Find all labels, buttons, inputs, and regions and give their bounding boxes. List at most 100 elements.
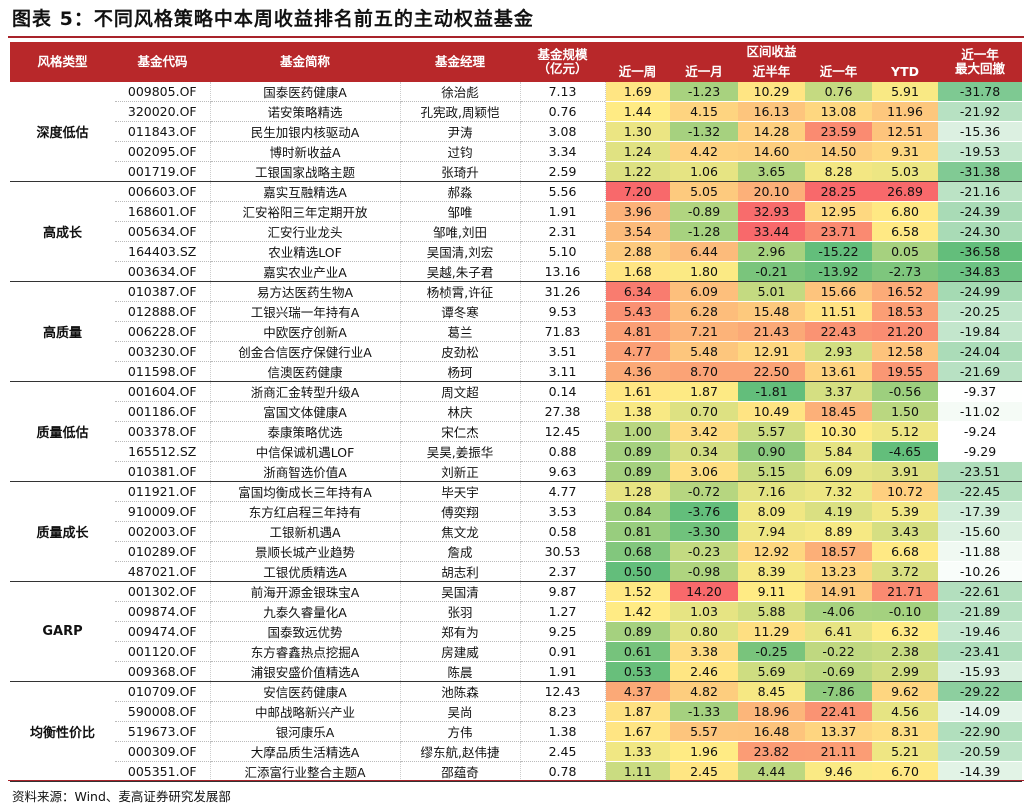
value-cell: 2.99 [872, 661, 939, 682]
value-cell: -9.24 [938, 421, 1023, 442]
text-cell: 2.37 [520, 561, 606, 582]
value-cell: 6.32 [872, 621, 939, 642]
text-cell: 过钧 [400, 141, 521, 162]
header-cell: 基金经理 [400, 42, 520, 82]
text-cell: 590008.OF [115, 701, 211, 722]
value-cell: 8.31 [872, 721, 939, 742]
header-cell: 基金代码 [115, 42, 210, 82]
value-cell: 23.82 [738, 741, 805, 762]
value-cell: -21.89 [938, 601, 1023, 622]
value-cell: 20.10 [738, 181, 805, 202]
text-cell: 011843.OF [115, 121, 211, 142]
value-cell: 3.96 [605, 201, 670, 222]
fund-row: 011843.OF 民生加银内核驱动A 尹涛 3.08 1.30 -1.32 14.28 23… [10, 121, 1023, 142]
value-cell: -4.06 [805, 601, 872, 622]
value-cell: 4.42 [670, 141, 738, 162]
text-cell: 谭冬寒 [400, 301, 521, 322]
value-cell: 4.19 [805, 501, 872, 522]
fund-table: 风格类型 基金代码 基金简称 基金经理 基金规模 （亿元） 区间收益 近一年 最大回… [10, 42, 1023, 782]
text-cell: 3.08 [520, 121, 606, 142]
style-group: GARP [10, 581, 115, 682]
fund-row: 002095.OF 博时新收益A 过钧 3.34 1.24 4.42 14.60 14.50 9… [10, 141, 1023, 162]
table-header: 风格类型 基金代码 基金简称 基金经理 基金规模 （亿元） 区间收益 近一年 最大回… [10, 42, 1023, 82]
text-cell: 焦文龙 [400, 521, 521, 542]
value-cell: 33.44 [738, 221, 805, 242]
style-group: 质量低估 [10, 381, 115, 482]
value-cell: 22.50 [738, 361, 805, 382]
text-cell: 9.53 [520, 301, 606, 322]
text-cell: 浦银安盛价值精选A [210, 661, 401, 682]
header-cell: 近一年 [805, 62, 872, 82]
text-cell: 12.45 [520, 421, 606, 442]
text-cell: 皮劲松 [400, 341, 521, 362]
text-cell: 中信保诚机遇LOF [210, 441, 401, 462]
value-cell: 5.21 [872, 741, 939, 762]
text-cell: 001186.OF [115, 401, 211, 422]
value-cell: 9.62 [872, 681, 939, 702]
source-note: 资料来源：Wind、麦高证券研究发展部 [12, 789, 231, 804]
value-cell: 3.43 [872, 521, 939, 542]
fund-row: 质量低估 001604.OF 浙商汇金转型升级A 周文超 0.14 1.61 1.87 -1.… [10, 381, 1023, 482]
value-cell: 13.08 [805, 101, 872, 122]
value-cell: -23.41 [938, 641, 1023, 662]
value-cell: 16.52 [872, 281, 939, 302]
fund-row: 010289.OF 景顺长城产业趋势 詹成 30.53 0.68 -0.23 12.92 18… [10, 541, 1023, 562]
fund-row: GARP 001302.OF 前海开源金银珠宝A 吴国清 9.87 1.52 14.20 9.… [10, 581, 1023, 682]
text-cell: 0.91 [520, 641, 606, 662]
value-cell: -0.56 [872, 381, 939, 402]
text-cell: 前海开源金银珠宝A [210, 581, 401, 602]
value-cell: 12.58 [872, 341, 939, 362]
text-cell: 010387.OF [115, 281, 211, 302]
text-cell: 东方睿鑫热点挖掘A [210, 641, 401, 662]
value-cell: -2.73 [872, 261, 939, 282]
text-cell: 3.51 [520, 341, 606, 362]
value-cell: 6.09 [805, 461, 872, 482]
value-cell: 6.09 [670, 281, 738, 302]
text-cell: 富国文体健康A [210, 401, 401, 422]
text-cell: 3.53 [520, 501, 606, 522]
fund-row: 003378.OF 泰康策略优选 宋仁杰 12.45 1.00 3.42 5.57 10.30… [10, 421, 1023, 442]
text-cell: 009805.OF [115, 82, 211, 102]
value-cell: 7.20 [605, 181, 670, 202]
text-cell: 国泰致远优势 [210, 621, 401, 642]
text-cell: 519673.OF [115, 721, 211, 742]
value-cell: 15.66 [805, 281, 872, 302]
value-cell: 8.89 [805, 521, 872, 542]
value-cell: 8.39 [738, 561, 805, 582]
value-cell: 3.38 [670, 641, 738, 662]
text-cell: 010381.OF [115, 461, 211, 482]
text-cell: 5.56 [520, 181, 606, 202]
value-cell: 14.60 [738, 141, 805, 162]
value-cell: 5.43 [605, 301, 670, 322]
text-cell: 嘉实农业产业A [210, 261, 401, 282]
value-cell: 8.28 [805, 161, 872, 182]
value-cell: 0.89 [605, 461, 670, 482]
value-cell: -19.84 [938, 321, 1023, 342]
value-cell: 4.82 [670, 681, 738, 702]
header-cell: 风格类型 [10, 42, 115, 82]
value-cell: 1.11 [605, 761, 670, 782]
text-cell: 民生加银内核驱动A [210, 121, 401, 142]
text-cell: 8.23 [520, 701, 606, 722]
value-cell: -0.21 [738, 261, 805, 282]
value-cell: 5.05 [670, 181, 738, 202]
value-cell: -15.93 [938, 661, 1023, 682]
value-cell: 7.94 [738, 521, 805, 542]
value-cell: 13.23 [805, 561, 872, 582]
text-cell: 009368.OF [115, 661, 211, 682]
value-cell: -17.39 [938, 501, 1023, 522]
value-cell: 23.59 [805, 121, 872, 142]
value-cell: -0.89 [670, 201, 738, 222]
text-cell: 陈晨 [400, 661, 521, 682]
text-cell: 张羽 [400, 601, 521, 622]
fund-row: 320020.OF 诺安策略精选 孔宪政,周颖恺 0.76 1.44 4.15 16.13 1… [10, 101, 1023, 122]
value-cell: -13.92 [805, 261, 872, 282]
value-cell: 6.41 [805, 621, 872, 642]
text-cell: 汇添富行业整合主题A [210, 761, 401, 782]
value-cell: -3.30 [670, 521, 738, 542]
text-cell: 2.31 [520, 221, 606, 242]
text-cell: 001719.OF [115, 161, 211, 182]
value-cell: 9.11 [738, 581, 805, 602]
text-cell: 杨桢霄,许征 [400, 281, 521, 302]
text-cell: 2.45 [520, 741, 606, 762]
